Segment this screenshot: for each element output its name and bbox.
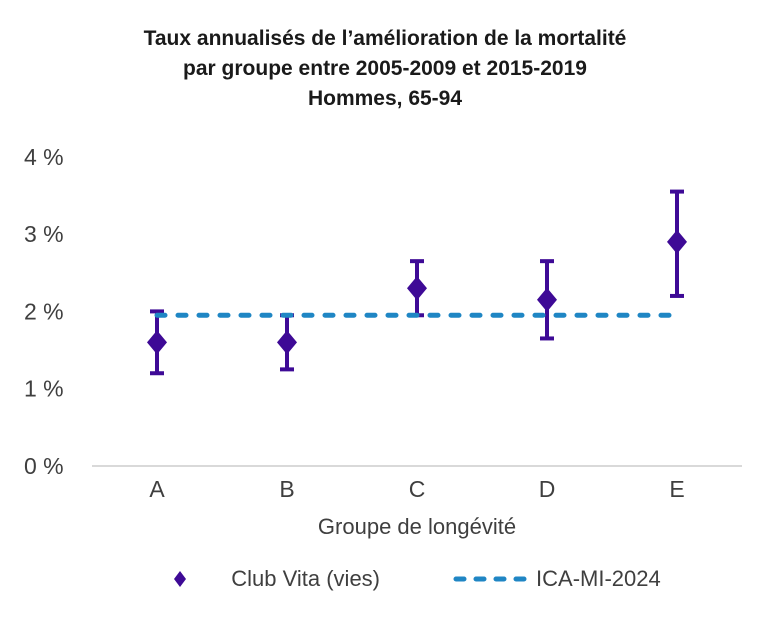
diamond-icon [174,571,187,587]
data-point-diamond [537,287,557,312]
y-tick-label: 4 % [24,144,64,170]
legend-label-ica-mi-2024: ICA-MI-2024 [536,566,661,591]
x-tick-label: C [409,476,426,502]
legend-item-ica-mi-2024: ICA-MI-2024 [452,566,661,592]
x-tick-label: A [149,476,165,502]
x-tick-label: E [669,476,684,502]
x-tick-label: B [279,476,294,502]
data-point-diamond [277,330,297,355]
y-tick-label: 2 % [24,298,64,324]
chart-title: Taux annualisés de l’amélioration de la … [0,24,770,114]
y-tick-label: 0 % [24,453,64,479]
chart-title-line-1: Taux annualisés de l’amélioration de la … [143,27,627,50]
y-tick-label: 3 % [24,221,64,247]
chart-title-line-3: Hommes, 65-94 [307,87,463,110]
legend: Club Vita (vies) ICA-MI-2024 [92,566,742,592]
plot-area: 0 % 1 % 2 % 3 % 4 % A B C D E [24,144,742,502]
legend-item-club-vita: Club Vita (vies) [173,566,380,592]
x-axis-title: Groupe de longévité [317,514,517,539]
data-point-diamond [147,330,167,355]
x-tick-label: D [539,476,556,502]
dashed-line-icon [453,576,527,582]
y-tick-label: 1 % [24,376,64,402]
chart-title-line-2: par groupe entre 2005-2009 et 2015-2019 [183,57,587,80]
data-point-diamond [667,229,687,254]
legend-label-club-vita: Club Vita (vies) [231,566,381,591]
data-point-diamond [407,276,427,301]
